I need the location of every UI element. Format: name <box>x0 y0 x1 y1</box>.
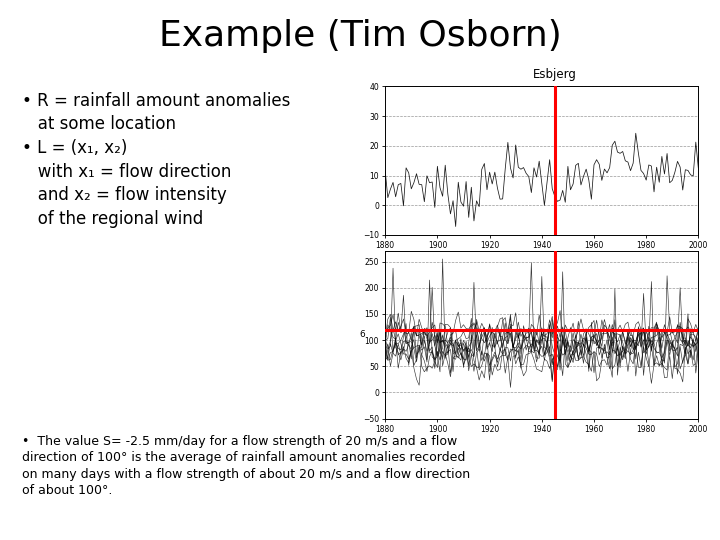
Text: Example (Tim Osborn): Example (Tim Osborn) <box>158 19 562 53</box>
Text: Esbjerg: Esbjerg <box>533 68 577 81</box>
Text: 6: 6 <box>359 330 365 339</box>
Text: • R = rainfall amount anomalies
   at some location
• L = (x₁, x₂)
   with x₁ = : • R = rainfall amount anomalies at some … <box>22 92 290 228</box>
Text: •  The value S= -2.5 mm/day for a flow strength of 20 m/s and a flow
direction o: • The value S= -2.5 mm/day for a flow st… <box>22 435 469 497</box>
